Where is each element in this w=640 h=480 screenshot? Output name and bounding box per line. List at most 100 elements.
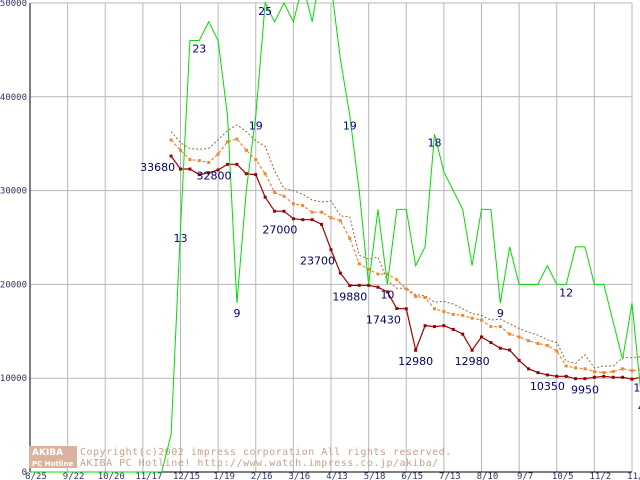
min-price-point	[395, 307, 399, 311]
avg-price-point	[348, 236, 352, 240]
data-label-min-price: 17430	[366, 314, 401, 327]
avg-price-point	[197, 159, 201, 163]
min-price-point	[630, 377, 634, 381]
min-price-point	[404, 307, 408, 311]
min-price-point	[254, 173, 258, 177]
min-price-point	[602, 374, 606, 378]
avg-price-point	[291, 202, 295, 206]
avg-price-point	[338, 219, 342, 223]
x-tick-label: 10/5	[552, 472, 574, 480]
min-price-point	[489, 341, 493, 345]
avg-price-point	[508, 332, 512, 336]
x-tick-label: 9/7	[517, 472, 533, 480]
min-price-point	[226, 162, 230, 166]
data-label-shop-count: 19	[343, 120, 357, 133]
min-price-point	[611, 375, 615, 379]
data-labels: 33680 32800 27000 23700 19880 17430 12980 12980…	[140, 5, 640, 414]
min-price-point	[216, 168, 220, 172]
x-tick-label: 11/17	[135, 472, 162, 480]
avg-price-point	[461, 313, 465, 317]
data-label-min-price: 10350	[530, 380, 565, 393]
avg-price-point	[423, 296, 427, 300]
avg-price-point	[414, 295, 418, 299]
x-tick-label: 5/18	[364, 472, 386, 480]
avg-price-point	[442, 310, 446, 314]
x-tick-label: 7/13	[439, 472, 461, 480]
y-tick-label: 30000	[0, 187, 27, 197]
series-line-shop-count	[30, 0, 640, 473]
data-label-min-price: 23700	[300, 255, 335, 268]
avg-price-point	[273, 190, 277, 194]
watermark-url: AKIBA PC Hotline! http://www.watch.impre…	[80, 458, 439, 469]
min-price-point	[320, 222, 324, 226]
avg-price-point	[263, 172, 267, 176]
avg-price-point	[451, 312, 455, 316]
data-label-shop-count: 19	[249, 120, 263, 133]
avg-price-point	[179, 148, 182, 152]
min-price-point	[197, 173, 201, 177]
x-tick-label: 2/16	[251, 472, 273, 480]
data-label-shop-count: 4	[638, 401, 640, 414]
avg-price-point	[602, 371, 606, 375]
min-price-point	[480, 335, 483, 339]
x-tick-label: 12/15	[173, 472, 200, 480]
min-price-point	[329, 248, 333, 252]
min-price-point	[376, 285, 380, 289]
min-price-point	[169, 154, 173, 158]
x-tick-label: 3/16	[289, 472, 311, 480]
x-tick-label: 8/10	[477, 472, 499, 480]
min-price-point	[442, 324, 446, 328]
data-label-min-price: 27000	[262, 224, 297, 237]
avg-price-point	[555, 349, 559, 353]
min-price-point	[235, 162, 239, 166]
avg-price-point	[254, 158, 258, 162]
data-label-shop-count: 13	[174, 232, 188, 245]
avg-price-point	[216, 152, 220, 156]
avg-price-point	[244, 148, 248, 152]
min-price-point	[357, 283, 361, 287]
data-label-shop-count: 12	[559, 286, 573, 299]
min-price-point	[385, 290, 389, 294]
avg-price-point	[395, 278, 399, 282]
min-price-point	[564, 374, 568, 378]
avg-price-point	[564, 364, 568, 368]
y-tick-label: 20000	[0, 280, 27, 290]
avg-price-point	[301, 204, 305, 208]
data-label-shop-count: 9	[497, 307, 504, 320]
avg-price-point	[498, 325, 502, 329]
min-price-point	[498, 346, 502, 350]
min-price-point	[338, 271, 342, 275]
min-price-point	[179, 167, 182, 171]
y-tick-label: 0	[22, 468, 27, 478]
avg-price-point	[404, 287, 408, 291]
x-tick-label: 1/19	[213, 472, 235, 480]
avg-price-point	[235, 137, 239, 141]
min-price-point	[207, 171, 211, 175]
min-price-point	[451, 327, 455, 331]
avg-price-point	[574, 366, 578, 370]
data-label-shop-count: 10	[380, 288, 394, 301]
avg-price-point	[329, 216, 333, 220]
min-price-point	[348, 284, 352, 288]
data-label-min-price: 19880	[332, 291, 367, 304]
avg-price-point	[282, 194, 286, 198]
data-label-min-price: 32800	[197, 169, 232, 182]
avg-price-point	[357, 262, 361, 266]
min-price-point	[432, 325, 436, 329]
data-label-min-price: 33680	[140, 161, 175, 174]
min-price-point	[545, 373, 549, 377]
avg-price-point	[376, 272, 380, 276]
avg-price-point	[545, 343, 549, 347]
avg-price-point	[470, 316, 474, 320]
y-tick-label: 50000	[0, 0, 27, 9]
avg-price-point	[367, 267, 371, 271]
x-tick-label: 11/9	[627, 472, 640, 480]
avg-price-point	[583, 367, 587, 371]
avg-price-point	[489, 325, 493, 329]
avg-price-point	[536, 341, 540, 345]
min-price-point	[188, 167, 192, 171]
data-label-min-price: 12980	[455, 355, 490, 368]
y-tick-label: 40000	[0, 93, 27, 103]
